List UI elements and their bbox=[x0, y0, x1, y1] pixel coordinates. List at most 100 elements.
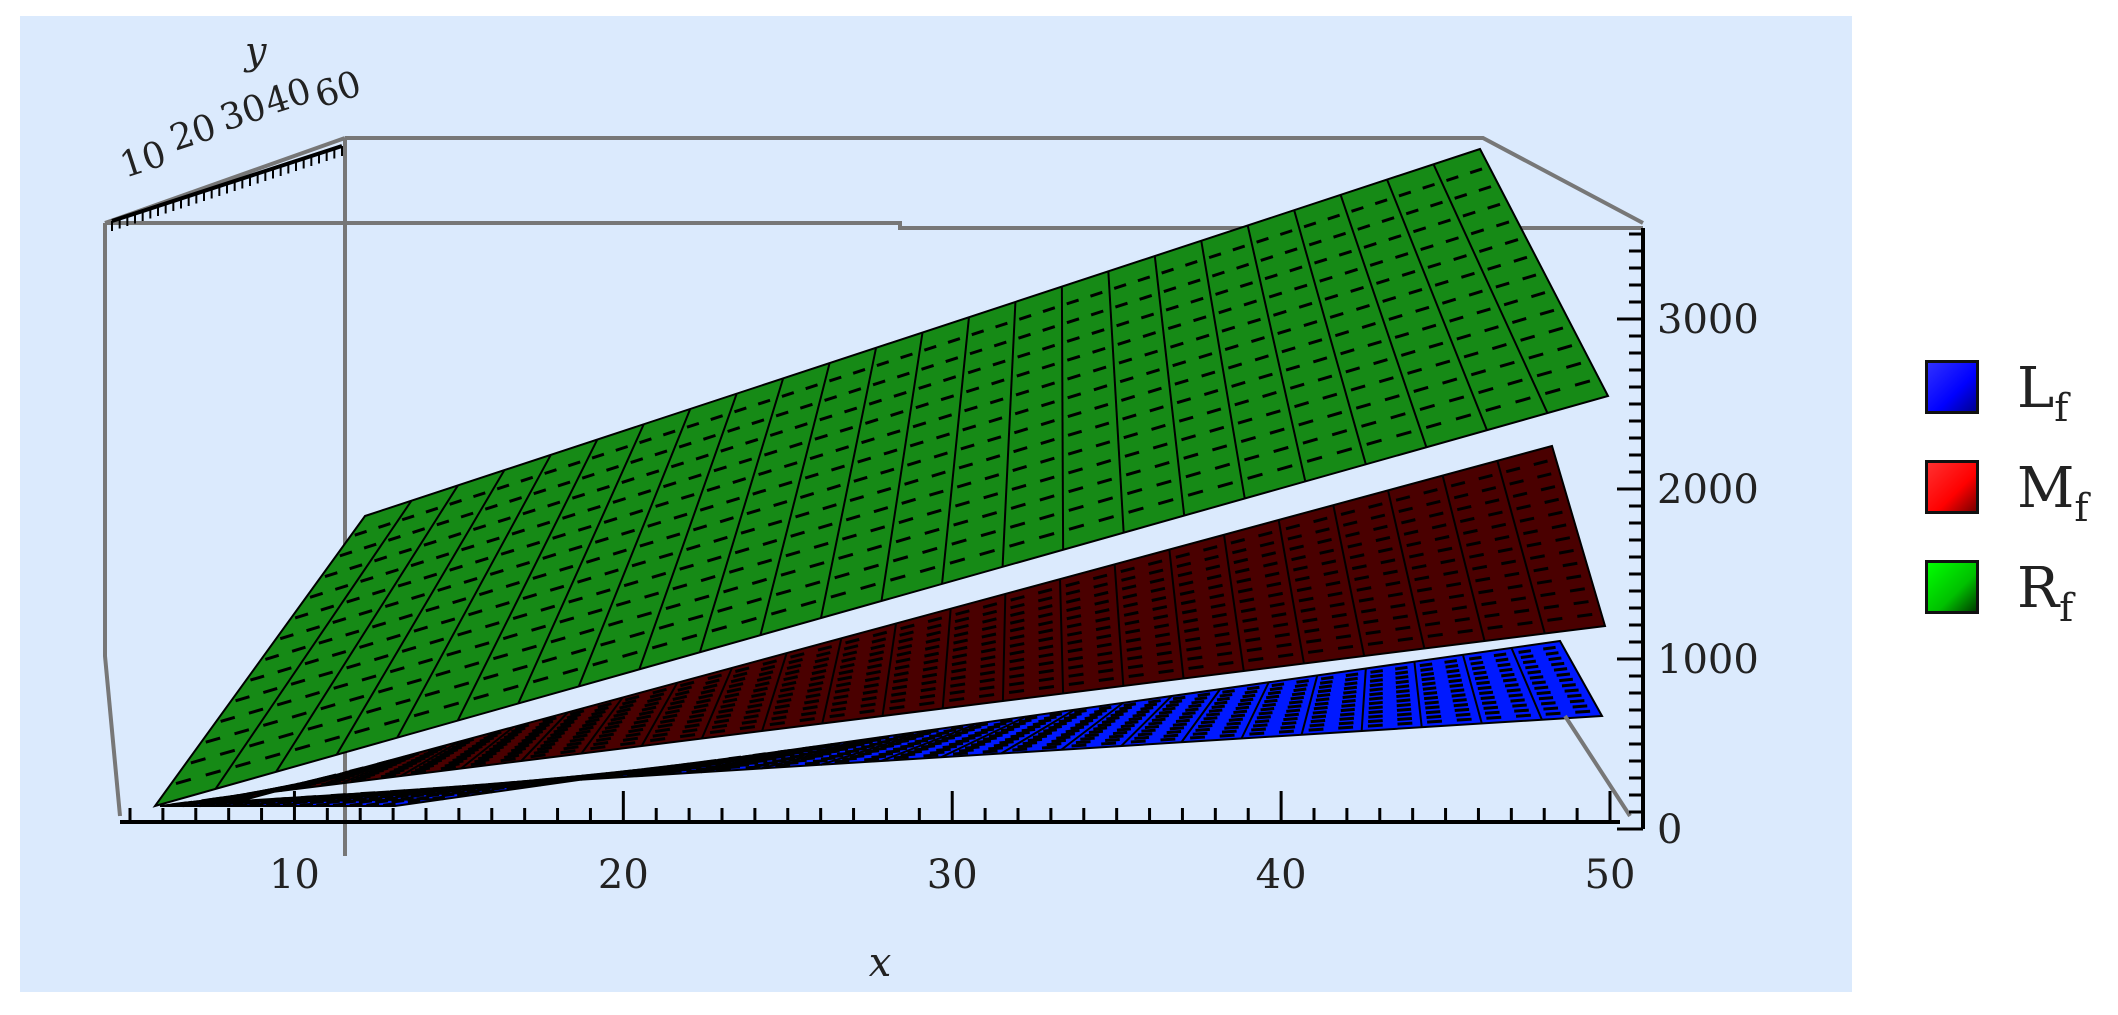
mesh-dash bbox=[557, 480, 571, 488]
mesh-dash bbox=[1041, 362, 1056, 370]
mesh-dash bbox=[1519, 516, 1535, 523]
mesh-dash bbox=[594, 706, 609, 713]
mesh-dash bbox=[678, 441, 692, 449]
mesh-dash bbox=[1250, 336, 1265, 344]
mesh-dash bbox=[1258, 530, 1273, 538]
mesh-dash bbox=[1016, 730, 1030, 736]
mesh-dash bbox=[1037, 604, 1053, 611]
mesh-dash bbox=[1369, 696, 1383, 701]
mesh-line bbox=[941, 317, 970, 585]
mesh-dash bbox=[898, 637, 914, 644]
mesh-dash bbox=[762, 539, 778, 547]
mesh-dash bbox=[1203, 716, 1218, 721]
mesh-dash bbox=[630, 723, 646, 729]
mesh-dash bbox=[1437, 546, 1453, 553]
mesh-dash bbox=[974, 730, 988, 735]
mesh-dash bbox=[702, 683, 718, 690]
mesh-dash bbox=[869, 650, 885, 657]
mesh-dash bbox=[870, 525, 886, 533]
mesh-dash bbox=[1088, 729, 1104, 735]
mesh-dash bbox=[568, 596, 583, 604]
mesh-dash bbox=[864, 676, 880, 683]
mesh-dash bbox=[511, 726, 526, 734]
mesh-dash bbox=[830, 706, 847, 712]
mesh-dash bbox=[1569, 587, 1586, 593]
mesh-dash bbox=[1156, 650, 1172, 656]
mesh-dash bbox=[261, 800, 276, 805]
mesh-dash bbox=[391, 799, 405, 804]
legend-label-L: Lf bbox=[2017, 356, 2069, 430]
mesh-dash bbox=[250, 674, 265, 682]
mesh-dash bbox=[526, 540, 541, 548]
mesh-dash bbox=[1548, 656, 1562, 662]
mesh-dash bbox=[1577, 612, 1593, 618]
mesh-dash bbox=[1004, 737, 1020, 742]
mesh-dash bbox=[1148, 568, 1164, 575]
mesh-dash bbox=[472, 524, 487, 531]
mesh-dash bbox=[522, 592, 538, 600]
mesh-dash bbox=[892, 746, 908, 752]
mesh-dash bbox=[979, 677, 995, 684]
mesh-dash bbox=[922, 672, 938, 679]
mesh-line bbox=[638, 393, 738, 670]
mesh-dash bbox=[1357, 224, 1371, 231]
mesh-dash bbox=[1300, 607, 1316, 613]
mesh-dash bbox=[1147, 559, 1163, 566]
mesh-dash bbox=[190, 757, 206, 765]
mesh-dash bbox=[1126, 646, 1142, 652]
mesh-dash bbox=[792, 758, 807, 763]
mesh-dash bbox=[1317, 374, 1333, 382]
mesh-dash bbox=[1038, 652, 1054, 659]
mesh-dash bbox=[779, 686, 795, 693]
mesh-dash bbox=[1239, 597, 1255, 604]
mesh-dash bbox=[1303, 221, 1317, 229]
mesh-dash bbox=[1400, 349, 1416, 357]
mesh-dash bbox=[423, 572, 438, 580]
mesh-dash bbox=[730, 676, 746, 684]
mesh-dash bbox=[1234, 567, 1250, 574]
mesh-dash bbox=[612, 548, 627, 556]
mesh-dash bbox=[324, 735, 341, 743]
mesh-dash bbox=[1170, 341, 1184, 349]
mesh-dash bbox=[1211, 612, 1227, 619]
mesh-dash bbox=[1395, 625, 1411, 631]
mesh-dash bbox=[804, 699, 820, 705]
mesh-dash bbox=[1318, 684, 1332, 689]
mesh-dash bbox=[1060, 732, 1076, 737]
mesh-dash bbox=[1472, 564, 1488, 571]
mesh-dash bbox=[451, 789, 465, 795]
mesh-dash bbox=[1392, 614, 1408, 620]
mesh-dash bbox=[1066, 317, 1080, 325]
mesh-dash bbox=[848, 387, 862, 395]
mesh-dash bbox=[1422, 686, 1437, 691]
mesh-dash bbox=[1224, 725, 1239, 730]
mesh-dash bbox=[980, 655, 996, 661]
mesh-dash bbox=[1423, 695, 1439, 701]
mesh-dash bbox=[1515, 713, 1531, 718]
mesh-dash bbox=[1469, 655, 1482, 661]
mesh-dash bbox=[1145, 368, 1160, 376]
mesh-dash bbox=[1176, 397, 1192, 405]
mesh-dash bbox=[1123, 432, 1139, 440]
mesh-dash bbox=[1237, 587, 1253, 594]
mesh-dash bbox=[324, 571, 338, 579]
mesh-dash bbox=[1525, 664, 1539, 670]
mesh-dash bbox=[1149, 577, 1165, 584]
mesh-dash bbox=[563, 745, 579, 751]
mesh-dash bbox=[1272, 309, 1287, 317]
mesh-dash bbox=[962, 424, 977, 432]
mesh-dash bbox=[1529, 675, 1544, 680]
mesh-dash bbox=[1068, 681, 1085, 687]
mesh-dash bbox=[1509, 479, 1524, 486]
mesh-dash bbox=[686, 769, 702, 774]
mesh-dash bbox=[532, 572, 547, 580]
mesh-dash bbox=[1304, 628, 1320, 634]
mesh-dash bbox=[1022, 741, 1038, 746]
mesh-dash bbox=[1038, 660, 1054, 667]
mesh-dash bbox=[1395, 495, 1411, 502]
mesh-dash bbox=[584, 717, 600, 724]
mesh-dash bbox=[1067, 429, 1083, 437]
mesh-dash bbox=[579, 628, 595, 636]
mesh-dash bbox=[1547, 510, 1563, 517]
